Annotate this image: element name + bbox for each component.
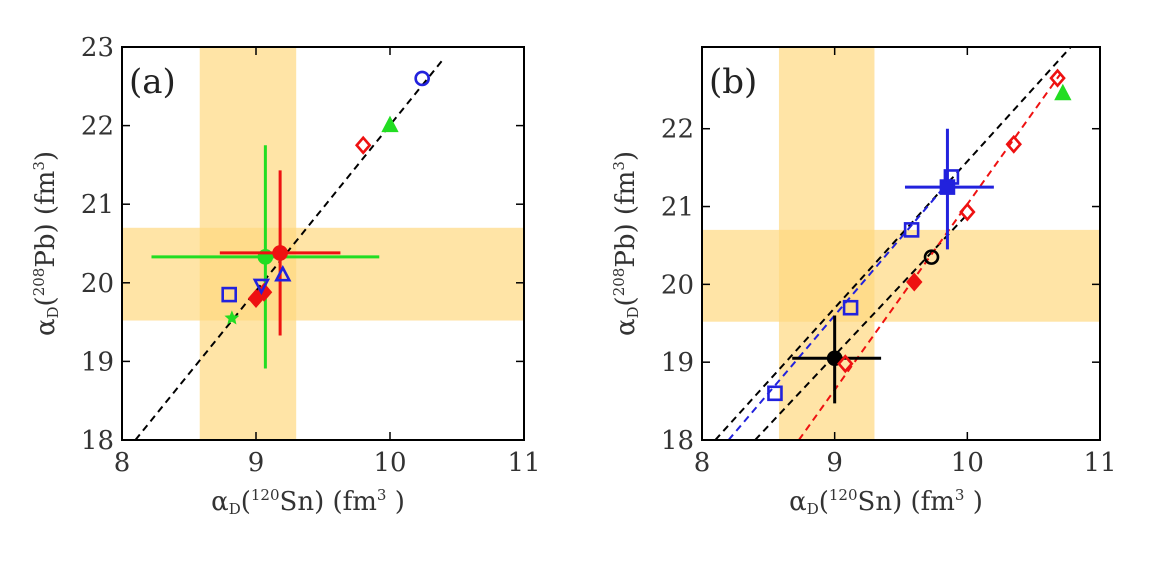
axis-label-elem: Sn) (fm	[280, 487, 377, 517]
x-tick-label: 8	[114, 448, 131, 478]
panel-label: (b)	[709, 62, 757, 102]
axis-label-sup: 208	[610, 268, 628, 297]
plot-area	[122, 47, 524, 440]
y-axis-label: αD(208Pb) (fm3)	[610, 151, 642, 336]
axis-label-open: (	[31, 296, 61, 306]
data-point-green-filled-triangle	[1054, 83, 1072, 101]
data-point-blue-open-triangle	[274, 264, 292, 282]
y-tick-label: 20	[81, 269, 114, 299]
axis-label-close: )	[386, 487, 404, 517]
x-axis-label: αD(120Sn) (fm3 )	[211, 486, 405, 518]
y-tick-label: 18	[661, 426, 694, 456]
axis-label-main: α	[31, 318, 61, 336]
axis-label-pow: 3	[30, 161, 48, 171]
x-tick-label: 8	[694, 448, 711, 478]
y-tick-label: 21	[81, 190, 114, 220]
fit-line-black-0	[714, 47, 1072, 440]
axis-label-open: (	[819, 487, 829, 517]
axis-label-sup: 120	[251, 486, 280, 504]
x-axis-label: αD(120Sn) (fm3 )	[789, 486, 983, 518]
fit-line-blue-2	[727, 174, 955, 440]
axis-label-pow: 3	[610, 161, 628, 171]
x-tick-label: 10	[951, 448, 984, 478]
y-axis-label: αD(208Pb) (fm3)	[30, 151, 62, 336]
y-tick-label: 19	[81, 347, 114, 377]
axis-label-close: )	[31, 151, 61, 161]
data-point-green-filled-triangle	[381, 115, 399, 133]
axis-label-elem: Pb) (fm	[31, 171, 61, 268]
data-point-red-open-diamond	[354, 135, 372, 155]
data-point-red-open-diamond	[1005, 134, 1022, 154]
y-tick-label: 18	[81, 426, 114, 456]
data-point-red-filled-diamond	[906, 272, 923, 292]
axis-label-close: )	[611, 151, 641, 161]
axis-label-sup: 120	[829, 486, 858, 504]
axis-label-open: (	[611, 296, 641, 306]
axis-label-sub: D	[807, 500, 819, 518]
fit-line-red-3	[798, 73, 1062, 440]
data-point-blue-open-square	[903, 222, 920, 238]
x-tick-label: 11	[507, 448, 540, 478]
horizontal-band	[122, 227, 524, 321]
horizontal-band	[702, 229, 1100, 322]
y-tick-label: 19	[661, 348, 694, 378]
data-point-blue-open-circle	[414, 70, 430, 87]
data-point-red-open-diamond	[1049, 68, 1066, 88]
axis-label-elem: Pb) (fm	[611, 171, 641, 268]
x-tick-label: 11	[1083, 448, 1116, 478]
axis-label-sub: D	[229, 500, 241, 518]
y-tick-label: 23	[81, 33, 114, 63]
axis-label-close: )	[964, 487, 982, 517]
data-point-blue-open-square	[842, 299, 859, 316]
axis-label-sup: 208	[30, 268, 48, 297]
panel-label: (a)	[129, 62, 176, 102]
data-point-blue-open-square	[221, 286, 237, 303]
axes-frame	[121, 46, 525, 441]
x-tick-label: 9	[248, 448, 265, 478]
axis-label-main: α	[211, 487, 229, 517]
data-point-blue-open-square	[767, 385, 783, 402]
axis-label-main: α	[789, 487, 807, 517]
y-tick-label: 20	[661, 270, 694, 300]
data-point-green-filled-star	[224, 310, 240, 325]
data-point-black-open-circle	[923, 249, 940, 265]
x-tick-label: 9	[826, 448, 843, 478]
axis-label-main: α	[611, 318, 641, 336]
axis-label-sub: D	[624, 306, 642, 318]
data-point-blue-open-triangle-down	[252, 278, 271, 296]
axis-label-elem: Sn) (fm	[858, 487, 955, 517]
axes-frame	[701, 46, 1101, 441]
axis-label-pow: 3	[955, 486, 965, 504]
y-tick-label: 21	[661, 193, 694, 223]
data-point-red-circle-center	[272, 245, 288, 261]
axis-label-open: (	[241, 487, 251, 517]
data-point-red-open-diamond	[837, 354, 854, 374]
plot-area	[702, 47, 1100, 440]
data-point-black-circle-center	[826, 350, 843, 367]
y-tick-label: 22	[661, 115, 694, 145]
axis-label-sub: D	[44, 306, 62, 318]
axis-label-pow: 3	[377, 486, 387, 504]
data-point-red-open-diamond	[959, 202, 976, 222]
data-point-blue-open-square	[943, 169, 960, 185]
y-tick-label: 22	[81, 112, 114, 142]
x-tick-label: 10	[373, 448, 406, 478]
